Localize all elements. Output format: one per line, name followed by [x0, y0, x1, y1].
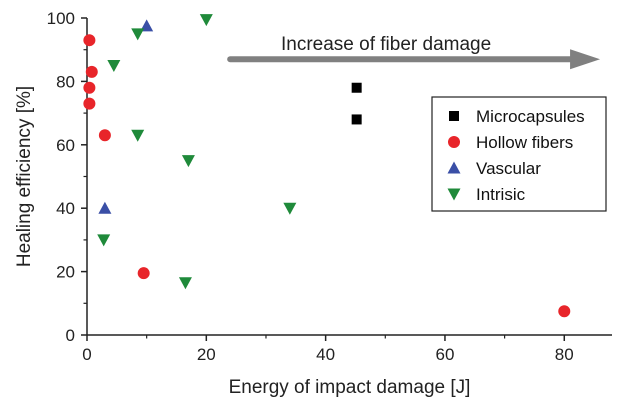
legend-marker-1 [448, 136, 460, 148]
y-tick-label-20: 20 [56, 263, 75, 282]
legend-marker-3 [447, 188, 461, 201]
data-point [83, 81, 96, 94]
data-point [137, 267, 150, 280]
data-point [558, 305, 571, 318]
data-point [83, 97, 96, 110]
y-tick-label-60: 60 [56, 136, 75, 155]
series-intrisic [97, 14, 297, 290]
legend-marker-0 [449, 111, 459, 121]
series-vascular [98, 19, 154, 214]
data-points [83, 14, 571, 318]
data-point [181, 155, 195, 168]
x-tick-label-80: 80 [555, 345, 574, 364]
legend-label-3: Intrisic [476, 185, 526, 204]
y-tick-label-40: 40 [56, 199, 75, 218]
y-axis-title: Healing efficiency [%] [14, 86, 35, 267]
x-tick-label-20: 20 [197, 345, 216, 364]
data-point [131, 28, 145, 41]
data-point [83, 34, 96, 47]
y-tick-label-100: 100 [47, 9, 75, 28]
legend-label-2: Vascular [476, 159, 541, 178]
data-point [199, 14, 213, 27]
data-point [283, 202, 297, 215]
fiber-damage-arrow-head [570, 49, 601, 70]
x-axis-title: Energy of impact damage [J] [229, 377, 471, 398]
data-point [351, 82, 362, 93]
legend-box [431, 96, 607, 212]
data-point [85, 65, 98, 78]
y-tick-label-0: 0 [66, 326, 75, 345]
series-hollow-fibers [83, 34, 571, 318]
data-point [351, 114, 362, 125]
series-microcapsules [351, 82, 362, 125]
data-point [98, 201, 112, 214]
legend: Microcapsules Hollow fibers Vascular Intris… [431, 96, 607, 212]
y-tick-label-80: 80 [56, 72, 75, 91]
data-point [131, 129, 145, 142]
legend-label-0: Microcapsules [476, 107, 585, 126]
x-tick-label-0: 0 [82, 345, 91, 364]
data-point [98, 129, 111, 142]
x-tick-label-60: 60 [435, 345, 454, 364]
legend-marker-2 [447, 161, 461, 174]
data-point [97, 234, 111, 247]
x-tick-label-40: 40 [316, 345, 335, 364]
axes: 0 20 40 60 80 0 20 40 60 80 100 [47, 9, 612, 364]
legend-label-1: Hollow fibers [476, 133, 573, 152]
data-point [107, 60, 121, 73]
data-point [178, 277, 192, 290]
fiber-damage-annotation: Increase of fiber damage [281, 34, 491, 55]
annotation: Increase of fiber damage [227, 34, 601, 70]
